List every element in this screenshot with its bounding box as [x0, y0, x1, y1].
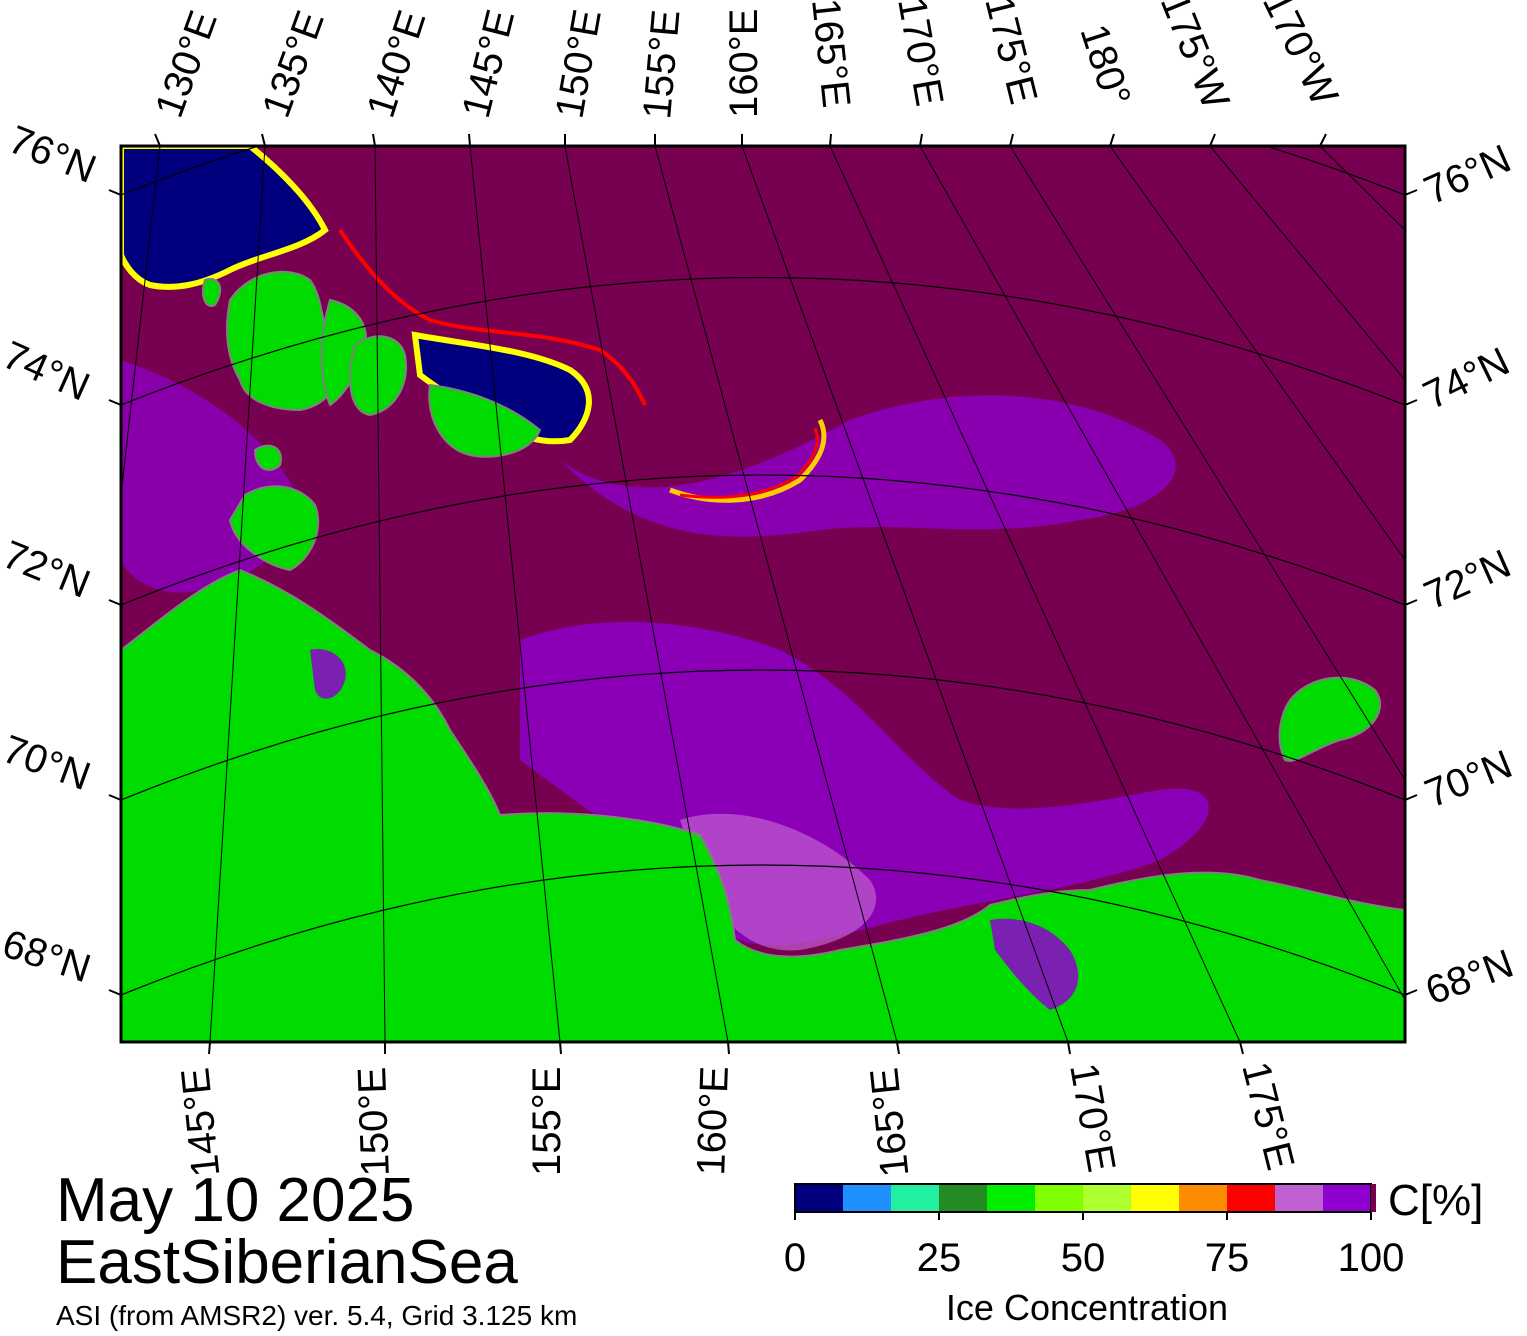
polynya-laptev: [121, 146, 329, 290]
right-lat-label: 76°N: [1418, 137, 1518, 214]
colorbar-swatch: [987, 1184, 1036, 1212]
colorbar-tick-label: 75: [1204, 1236, 1250, 1280]
island-faddeyevsky: [320, 298, 367, 407]
top-lon-label: 170°W: [1254, 0, 1346, 112]
top-lon-label: 180°: [1071, 19, 1138, 111]
colorbar-unit: C[%]: [1388, 1176, 1484, 1225]
left-lat-label: 70°N: [0, 727, 96, 799]
map-frame: [119, 144, 1407, 1044]
colorbar-swatch: [1323, 1184, 1372, 1212]
bottom-lon-label: 165°E: [862, 1066, 917, 1179]
left-lat-label: 76°N: [3, 118, 102, 192]
colorbar-swatch: [1179, 1184, 1228, 1212]
bottom-lon-label: 155°E: [525, 1067, 569, 1176]
top-lon-label: 150°E: [548, 6, 610, 121]
island-bolshoy-lyakhovsky: [228, 485, 320, 572]
colorbar-tick-label: 50: [1060, 1236, 1106, 1280]
colorbar-title: Ice Concentration: [945, 1287, 1229, 1328]
top-lon-label: 135°E: [254, 5, 333, 123]
island-small-2: [202, 278, 222, 307]
bottom-lon-label: 150°E: [350, 1066, 398, 1177]
top-lon-label: 170°E: [889, 0, 951, 109]
colorbar-swatch: [795, 1184, 844, 1212]
colorbar-swatch: [1131, 1184, 1180, 1212]
island-small-1: [253, 444, 282, 471]
kolyma-bay: [990, 918, 1079, 1010]
left-lat-label: 68°N: [0, 922, 96, 991]
product-description: ASI (from AMSR2) ver. 5.4, Grid 3.125 km: [56, 1300, 578, 1331]
graticule-meridians: [121, 146, 1405, 1042]
top-lon-label: 145°E: [454, 5, 523, 122]
right-lat-label: 70°N: [1419, 742, 1518, 816]
colorbar-swatch: [1035, 1184, 1084, 1212]
mainland-siberia: [121, 568, 1405, 1042]
top-lon-label: 155°E: [635, 8, 688, 121]
map-region: EastSiberianSea: [56, 1228, 518, 1297]
colorbar-swatch: [843, 1184, 892, 1212]
bottom-lon-label: 145°E: [173, 1066, 228, 1179]
top-lon-label: 165°E: [803, 0, 858, 110]
right-lat-label: 72°N: [1418, 542, 1518, 619]
left-lat-label: 74°N: [0, 333, 96, 410]
top-lon-label: 160°E: [722, 9, 766, 118]
colorbar-swatch: [1083, 1184, 1132, 1212]
colorbar-tick-label: 100: [1337, 1236, 1405, 1280]
colorbar: [794, 1183, 1376, 1220]
bottom-lon-label: 170°E: [1061, 1060, 1123, 1175]
right-lat-label: 68°N: [1420, 942, 1519, 1014]
ice-edge-offshore: [669, 418, 827, 503]
colorbar-tick-label: 25: [916, 1236, 962, 1280]
ice-edge-offshore-red: [679, 427, 819, 499]
map-date: May 10 2025: [56, 1166, 415, 1235]
top-lon-label: 130°E: [147, 5, 226, 123]
colorbar-swatch: [1227, 1184, 1276, 1212]
island-bennett: [428, 383, 542, 458]
island-wrangel: [1278, 676, 1381, 762]
bottom-lon-label: 160°E: [689, 1065, 737, 1176]
colorbar-swatch: [891, 1184, 940, 1212]
right-lat-label: 74°N: [1417, 339, 1517, 418]
graticule-parallels: [121, 146, 1405, 996]
colorbar-swatch: [1275, 1184, 1324, 1212]
top-lon-label: 175°W: [1152, 0, 1238, 115]
bottom-lon-label: 175°E: [1233, 1058, 1302, 1175]
top-lon-label: 140°E: [359, 5, 435, 123]
lagoon-west: [310, 649, 346, 699]
colorbar-max-swatch: [1371, 1184, 1376, 1212]
top-lon-label: 175°E: [976, 0, 1045, 108]
colorbar-tick-label: 0: [783, 1236, 807, 1280]
frame-ticks: [108, 133, 1418, 1055]
colorbar-swatch: [939, 1184, 988, 1212]
left-lat-label: 72°N: [0, 533, 96, 607]
